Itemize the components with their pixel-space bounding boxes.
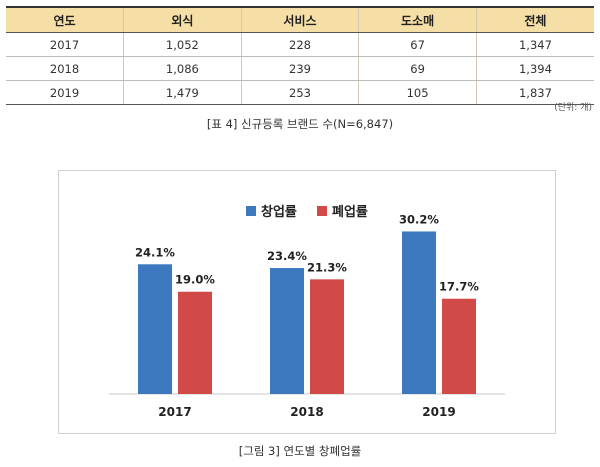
legend-item-open: 창업률: [246, 201, 297, 220]
bar-open-2017: [138, 264, 172, 394]
table-cell: 253: [240, 80, 359, 105]
table-cell: 1,837: [475, 80, 594, 105]
legend-label-close: 폐업률: [332, 205, 368, 220]
chart-frame: 24.1% 19.0% 2017 23.4% 21.3% 2018 30.2% 17.7% 20…: [58, 170, 556, 434]
col-header-retail: 도소매: [358, 6, 477, 33]
data-label: 23.4%: [267, 249, 307, 263]
table-cell: 239: [240, 56, 359, 81]
table-header-row: 연도 외식 서비스 도소매 전체: [6, 6, 594, 33]
x-tick-label: 2018: [290, 405, 323, 419]
data-label: 21.3%: [307, 260, 347, 274]
x-tick-label: 2017: [158, 405, 191, 419]
col-header-service: 서비스: [240, 6, 359, 33]
legend-label-open: 창업률: [261, 205, 297, 220]
legend-swatch-close: [317, 205, 327, 216]
bar-open-2019: [402, 231, 436, 394]
legend-swatch-open: [246, 205, 256, 216]
table-cell: 2019: [6, 80, 124, 105]
bar-close-2018: [310, 279, 344, 394]
data-table: 연도 외식 서비스 도소매 전체 2017 1,052 228 67 1,347…: [6, 6, 594, 105]
x-tick-label: 2019: [422, 405, 455, 419]
col-header-food: 외식: [123, 6, 242, 33]
table-cell: 2017: [6, 32, 124, 57]
table-cell: 67: [358, 32, 477, 57]
bar-close-2017: [178, 291, 212, 394]
data-label: 17.7%: [439, 280, 479, 294]
data-label: 24.1%: [135, 245, 175, 259]
data-label: 30.2%: [399, 212, 439, 226]
table-cell: 1,394: [475, 56, 594, 81]
unit-note: (단위: 개): [554, 103, 592, 113]
col-header-year: 연도: [6, 6, 124, 33]
figure-caption: [그림 3] 연도별 창폐업률: [238, 444, 362, 458]
table-cell: 1,347: [475, 32, 594, 57]
bar-close-2019: [442, 298, 476, 394]
table-cell: 105: [358, 80, 477, 105]
table-cell: 1,052: [123, 32, 242, 57]
table-caption: [표 4] 신규등록 브랜드 수(N=6,847): [206, 117, 394, 131]
bar-chart: 24.1%19.0% 2017 23.4%21.3% 2018 30.2% 17.7% 20…: [109, 212, 505, 419]
table-cell: 1,479: [123, 80, 242, 105]
table-cell: 1,086: [123, 56, 242, 81]
legend-item-close: 폐업률: [317, 201, 368, 220]
table-cell: 228: [240, 32, 359, 57]
table-row: 2017 1,052 228 67 1,347: [6, 32, 594, 57]
table-cell: 69: [358, 56, 477, 81]
table-cell: 2018: [6, 56, 124, 81]
table-row: 2018 1,086 239 69 1,394: [6, 56, 594, 81]
col-header-total: 전체: [475, 6, 594, 33]
brand-registration-table: 연도 외식 서비스 도소매 전체 2017 1,052 228 67 1,347…: [6, 6, 594, 105]
data-label: 19.0%: [175, 273, 215, 287]
table-row: 2019 1,479 253 105 1,837: [6, 80, 594, 105]
bar-open-2018: [270, 268, 304, 394]
